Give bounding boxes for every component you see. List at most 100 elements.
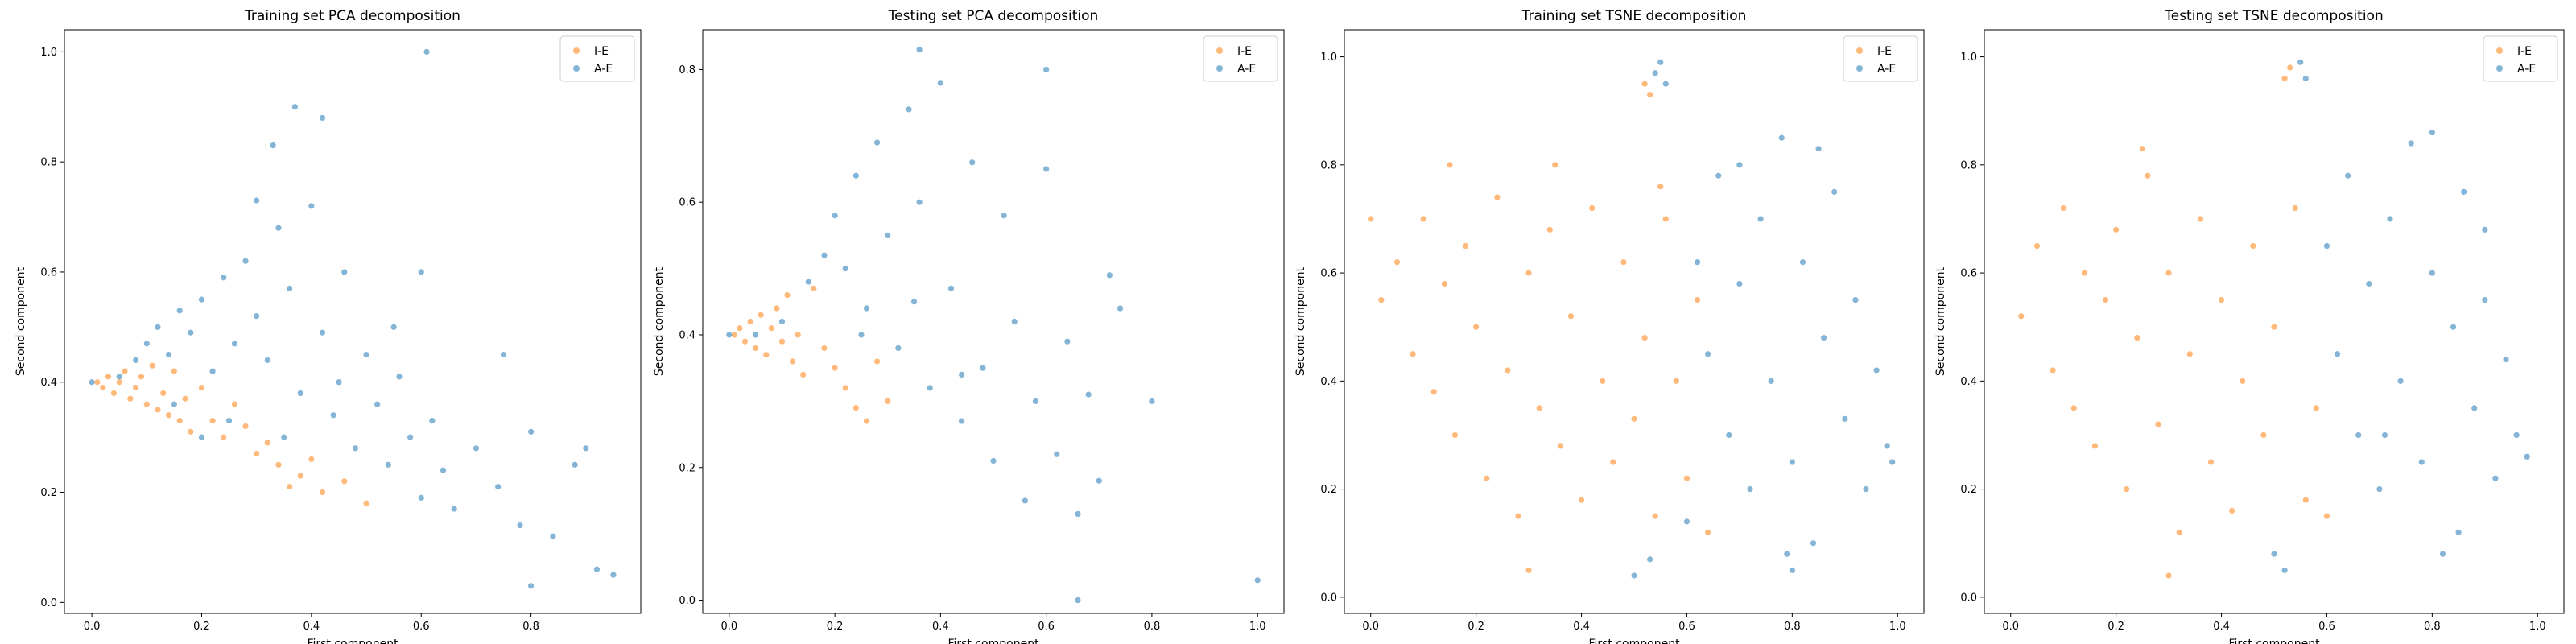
x-tick-label: 0.2 (2107, 621, 2124, 633)
y-tick-label: 1.0 (1960, 52, 1977, 64)
data-point (937, 80, 943, 86)
data-point (1462, 242, 1469, 250)
data-point (418, 269, 424, 275)
x-tick-label: 1.0 (1249, 621, 1266, 633)
data-point (572, 461, 578, 468)
data-point (1117, 305, 1124, 312)
data-point (774, 305, 780, 312)
data-point (1662, 80, 1669, 87)
data-point (286, 285, 293, 292)
data-point (176, 418, 183, 424)
y-tick-label: 0.6 (1320, 268, 1337, 280)
data-point (1889, 459, 1896, 465)
data-point (2503, 356, 2509, 363)
data-point (1815, 146, 1822, 152)
data-point (863, 305, 870, 312)
data-point (906, 106, 912, 113)
data-point (291, 104, 298, 110)
data-point (275, 225, 282, 231)
data-point (1589, 204, 1596, 212)
data-point (2334, 351, 2341, 357)
data-point (1799, 259, 1806, 266)
data-point (2376, 486, 2383, 493)
data-point (2134, 335, 2140, 341)
data-point (753, 345, 759, 352)
data-point (2081, 270, 2087, 276)
data-point (1715, 172, 1722, 179)
data-point (947, 285, 955, 291)
legend-marker (1216, 47, 1223, 54)
y-tick-label: 0.0 (1320, 592, 1337, 604)
data-point (874, 358, 881, 365)
data-point (2345, 172, 2351, 179)
data-point (1610, 459, 1616, 465)
data-point (1420, 216, 1426, 222)
data-point (1784, 551, 1790, 557)
data-point (1810, 540, 1817, 547)
data-point (160, 390, 167, 397)
data-point (1747, 486, 1753, 493)
data-point (363, 351, 369, 358)
y-tick-label: 0.2 (1960, 484, 1977, 496)
data-point (330, 412, 336, 419)
data-point (2482, 226, 2488, 233)
data-point (528, 428, 535, 435)
data-point (385, 461, 391, 468)
y-axis-label: Second component (653, 266, 666, 376)
data-point (2229, 507, 2235, 514)
data-point (2302, 497, 2309, 503)
series-I-E (731, 285, 891, 424)
data-point (916, 47, 923, 53)
data-point (1525, 270, 1532, 276)
data-point (895, 345, 902, 352)
data-point (423, 48, 430, 55)
data-point (1536, 405, 1542, 411)
data-point (407, 434, 414, 440)
data-point (959, 418, 965, 424)
series-I-E (94, 362, 369, 506)
y-tick-label: 0.2 (40, 487, 57, 499)
data-point (133, 384, 139, 391)
data-point (2366, 280, 2372, 287)
x-tick-label: 0.6 (413, 621, 430, 633)
x-tick-label: 0.2 (193, 621, 210, 633)
data-point (1043, 66, 1050, 73)
y-axis-label: Second component (1294, 266, 1307, 376)
x-tick-label: 0.4 (1573, 621, 1590, 633)
data-point (1641, 335, 1648, 341)
data-point (1032, 398, 1039, 404)
data-point (2207, 459, 2215, 465)
series-A-E (1631, 59, 1896, 579)
data-point (1641, 80, 1648, 87)
chart-title: Training set PCA decomposition (244, 8, 460, 24)
legend-marker (1856, 65, 1863, 72)
data-point (116, 379, 122, 386)
data-point (2165, 270, 2172, 276)
y-axis-label: Second component (14, 266, 27, 376)
data-point (297, 473, 303, 479)
legend-label: A-E (1237, 63, 1256, 76)
axes-frame (702, 29, 1285, 614)
data-point (758, 312, 764, 318)
data-point (1552, 162, 1558, 168)
data-point (264, 440, 270, 446)
chart-title: Training set TSNE decomposition (1521, 8, 1747, 24)
data-point (1657, 184, 1664, 190)
data-point (1884, 443, 1890, 449)
data-point (1254, 577, 1261, 584)
data-point (319, 329, 326, 336)
data-point (319, 114, 326, 122)
y-tick-label: 0.8 (40, 157, 57, 169)
data-point (1505, 367, 1511, 374)
data-point (1726, 431, 1732, 439)
y-tick-label: 0.2 (1320, 484, 1337, 496)
data-point (959, 371, 965, 378)
chart-panel-2: Testing set PCA decomposition 0.0 0.2 0.4 0.… (653, 8, 1285, 644)
data-point (2323, 242, 2330, 250)
data-point (1557, 443, 1563, 449)
y-tick-label: 0.8 (1320, 159, 1337, 171)
data-point (2450, 324, 2457, 330)
x-tick-label: 0.0 (84, 621, 101, 633)
data-point (1075, 597, 1081, 604)
